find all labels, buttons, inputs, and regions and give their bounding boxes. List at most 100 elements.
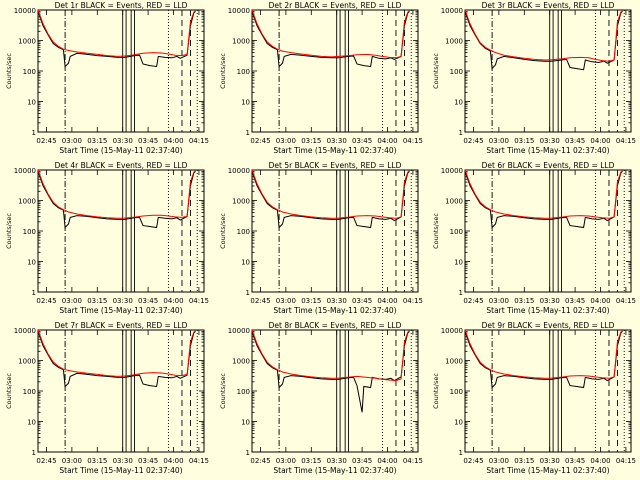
x-tick-label: 03:00 [489, 297, 509, 305]
y-tick-label: 1000 [18, 358, 36, 366]
x-axis-label: Start Time (15-May-11 02:37:40) [486, 306, 609, 315]
plot-frame [251, 169, 419, 293]
x-tick-label: 03:45 [565, 297, 585, 305]
x-axis-label: Start Time (15-May-11 02:37:40) [273, 306, 396, 315]
x-tick-label: 03:15 [301, 297, 321, 305]
x-tick-label: 02:45 [36, 137, 56, 145]
x-tick-label: 03:45 [138, 137, 158, 145]
x-tick-label: 04:15 [403, 457, 423, 465]
x-tick-label: 04:00 [163, 137, 183, 145]
x-tick-label: 03:15 [514, 297, 534, 305]
series-line-lld [464, 329, 623, 379]
y-axis-label: Counts/sec [5, 53, 13, 89]
y-tick-label: 1000 [445, 38, 463, 46]
y-axis-label: Counts/sec [5, 213, 13, 249]
x-tick-label: 03:45 [138, 457, 158, 465]
panel-det-3r: 1 10 100 1000 10000 02:45 03:00 03:15 03:30 03:45… [432, 1, 636, 155]
series-line-events [251, 331, 410, 413]
x-tick-label: 03:00 [62, 457, 82, 465]
y-tick-label: 100 [237, 388, 250, 396]
series-line-events [37, 171, 196, 229]
panel-det-9r: 1 10 100 1000 10000 02:45 03:00 03:15 03:30 03:45… [432, 321, 636, 475]
y-tick-label: 1000 [445, 198, 463, 206]
panel-det-5r: 1 10 100 1000 10000 02:45 03:00 03:15 03:30 03:45… [219, 161, 423, 315]
y-tick-label: 100 [237, 228, 250, 236]
y-tick-label: 10000 [441, 327, 463, 335]
series-line-events [37, 331, 196, 388]
x-tick-label: 03:00 [489, 137, 509, 145]
x-tick-label: 04:00 [377, 297, 397, 305]
y-tick-label: 1000 [18, 38, 36, 46]
panel-title: Det 7r BLACK = Events, RED = LLD [55, 321, 188, 330]
panel-title: Det 2r BLACK = Events, RED = LLD [269, 1, 402, 10]
y-tick-label: 10 [454, 99, 463, 107]
x-tick-label: 03:00 [276, 457, 296, 465]
y-tick-label: 100 [23, 228, 36, 236]
series-line-events [464, 11, 623, 71]
x-axis-label: Start Time (15-May-11 02:37:40) [273, 466, 396, 475]
series-line-lld [251, 9, 410, 59]
plot-frame [464, 9, 632, 133]
series-line-lld [37, 9, 196, 57]
x-tick-label: 03:30 [113, 137, 133, 145]
panel-det-2r: 1 10 100 1000 10000 02:45 03:00 03:15 03:30 03:45… [219, 1, 423, 155]
series-line-events [464, 331, 623, 389]
x-axis-label: Start Time (15-May-11 02:37:40) [59, 466, 182, 475]
x-tick-label: 04:15 [189, 297, 209, 305]
x-tick-label: 03:15 [301, 137, 321, 145]
series-line-lld [251, 329, 410, 382]
series-line-lld [464, 169, 623, 219]
x-tick-label: 03:30 [327, 297, 347, 305]
x-tick-label: 02:45 [36, 297, 56, 305]
x-tick-label: 03:45 [565, 137, 585, 145]
panel-det-8r: 1 10 100 1000 10000 02:45 03:00 03:15 03:30 03:45… [219, 321, 423, 475]
x-tick-label: 02:45 [36, 457, 56, 465]
y-tick-label: 10 [27, 99, 36, 107]
y-tick-label: 10000 [228, 167, 250, 175]
x-tick-label: 04:15 [616, 297, 636, 305]
y-tick-label: 10000 [228, 327, 250, 335]
y-tick-label: 1 [32, 129, 36, 137]
x-axis-label: Start Time (15-May-11 02:37:40) [273, 146, 396, 155]
plot-frame [37, 9, 205, 133]
x-tick-label: 04:00 [590, 137, 610, 145]
y-axis-label: Counts/sec [219, 213, 227, 249]
series-line-events [464, 171, 623, 229]
plot-frame [251, 329, 419, 453]
y-tick-label: 1 [32, 449, 36, 457]
panel-title: Det 9r BLACK = Events, RED = LLD [482, 321, 615, 330]
x-tick-label: 03:00 [276, 297, 296, 305]
panel-det-1r: 1 10 100 1000 10000 02:45 03:00 03:15 03:30 03:45… [5, 1, 209, 155]
plot-frame [464, 169, 632, 293]
x-tick-label: 03:00 [62, 297, 82, 305]
y-tick-label: 10000 [228, 7, 250, 15]
x-tick-label: 03:00 [276, 137, 296, 145]
y-tick-label: 10000 [14, 327, 36, 335]
y-tick-label: 10000 [14, 7, 36, 15]
y-tick-label: 1 [246, 449, 250, 457]
y-tick-label: 10000 [14, 167, 36, 175]
x-axis-label: Start Time (15-May-11 02:37:40) [59, 306, 182, 315]
y-tick-label: 1000 [232, 198, 250, 206]
y-tick-label: 10000 [441, 7, 463, 15]
series-line-lld [251, 169, 410, 219]
series-line-events [251, 11, 410, 68]
x-tick-label: 03:45 [565, 457, 585, 465]
x-tick-label: 04:00 [590, 297, 610, 305]
x-tick-label: 03:15 [514, 137, 534, 145]
x-tick-label: 03:30 [327, 457, 347, 465]
y-tick-label: 10 [454, 419, 463, 427]
x-tick-label: 04:15 [616, 457, 636, 465]
x-tick-label: 03:30 [540, 457, 560, 465]
panel-det-4r: 1 10 100 1000 10000 02:45 03:00 03:15 03:30 03:45… [5, 161, 209, 315]
y-tick-label: 10 [241, 99, 250, 107]
y-axis-label: Counts/sec [219, 373, 227, 409]
x-axis-label: Start Time (15-May-11 02:37:40) [59, 146, 182, 155]
plot-frame [37, 169, 205, 293]
plot-frame [251, 9, 419, 133]
y-tick-label: 100 [23, 388, 36, 396]
y-axis-label: Counts/sec [219, 53, 227, 89]
plot-frame [37, 329, 205, 453]
x-tick-label: 04:00 [377, 457, 397, 465]
y-tick-label: 10 [27, 259, 36, 267]
